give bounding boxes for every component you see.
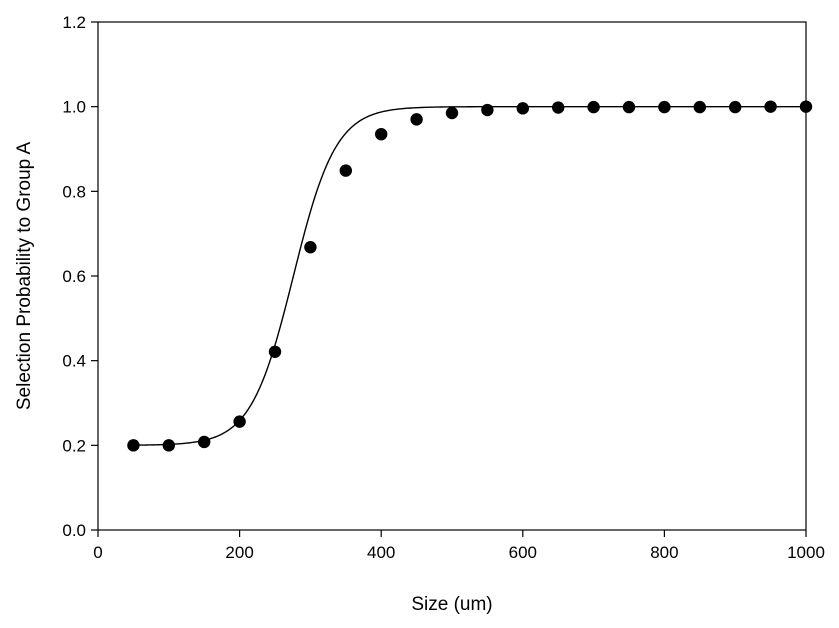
y-tick-label: 1.2: [62, 13, 86, 32]
data-point: [233, 415, 246, 428]
data-point: [198, 435, 211, 449]
x-tick-label: 400: [367, 543, 395, 562]
x-tick-label: 1000: [787, 543, 825, 562]
y-tick-label: 0.6: [62, 267, 86, 286]
data-point: [481, 103, 494, 117]
y-tick-label: 0.0: [62, 521, 86, 540]
y-tick-label: 0.8: [62, 182, 86, 201]
data-point: [587, 100, 600, 114]
y-tick-label: 1.0: [62, 98, 86, 117]
x-tick-label: 0: [93, 543, 102, 562]
x-axis-ticks: 0 200 400 600 800 1000: [93, 530, 825, 562]
data-point: [658, 100, 671, 114]
data-point: [304, 241, 317, 254]
x-tick-label: 600: [509, 543, 537, 562]
data-point: [410, 113, 423, 126]
data-point: [729, 100, 742, 114]
data-point: [764, 100, 777, 113]
data-point: [516, 102, 529, 115]
data-point: [375, 127, 388, 141]
fit-curve: [133, 105, 806, 446]
data-points: [127, 100, 813, 452]
x-axis-title: Size (um): [411, 594, 492, 615]
data-point: [268, 345, 282, 358]
y-axis-title: Selection Probability to Group A: [14, 142, 35, 411]
data-point: [445, 106, 459, 120]
data-point: [693, 100, 706, 114]
y-tick-label: 0.2: [62, 436, 86, 455]
x-tick-label: 200: [225, 543, 253, 562]
y-axis-ticks: 0.0 0.2 0.4 0.6 0.8 1.0 1.2: [62, 13, 98, 540]
data-point: [127, 439, 140, 452]
x-tick-label: 800: [650, 543, 678, 562]
data-point: [552, 101, 565, 114]
plot-frame: [97, 21, 807, 531]
y-tick-label: 0.4: [62, 352, 86, 371]
data-point: [162, 439, 175, 452]
data-point: [799, 100, 813, 113]
data-point: [339, 164, 352, 177]
data-point: [622, 100, 636, 114]
